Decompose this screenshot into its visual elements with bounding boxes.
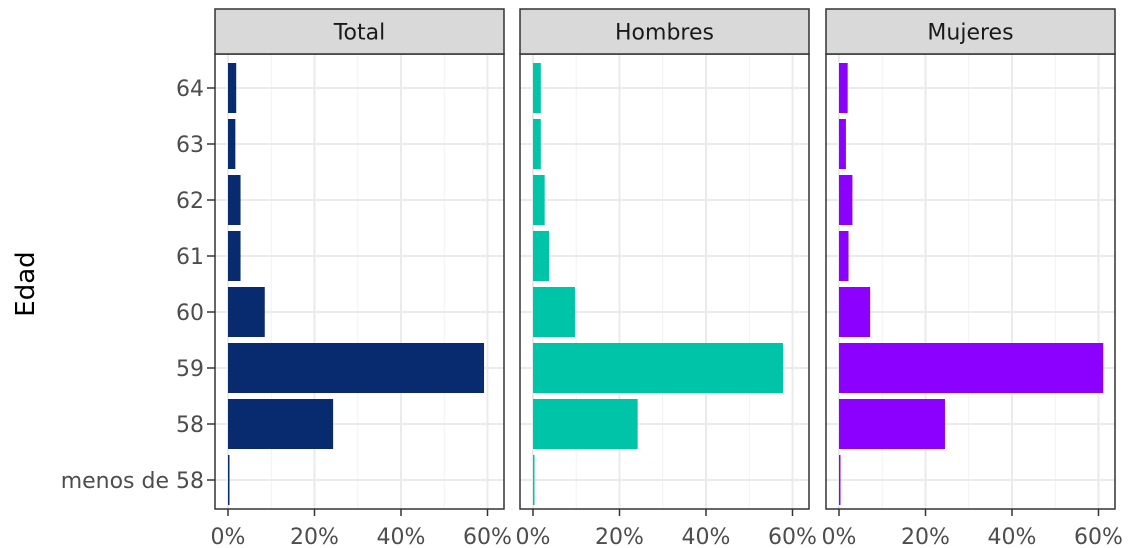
strip-header <box>825 8 1116 55</box>
bar-total-60 <box>228 287 265 337</box>
panel-mujeres: Mujeres 0% 20% 40% 60% <box>822 8 1123 548</box>
bar-hombres-59 <box>533 343 783 393</box>
strip-label: Total <box>333 21 385 46</box>
y-tick-label: 60 <box>176 301 204 326</box>
bar-mujeres-60 <box>839 287 871 337</box>
bar-total-63 <box>228 119 236 169</box>
strip-header <box>214 8 505 55</box>
bar-mujeres-58 <box>839 399 945 449</box>
bar-total-61 <box>228 231 241 281</box>
bar-mujeres-menos-de-58 <box>839 455 841 505</box>
y-tick-label: 63 <box>176 133 204 158</box>
panel-hombres: Hombres 0% 20% 40% 60% <box>516 8 817 548</box>
bar-total-58 <box>228 399 334 449</box>
x-tick-label: 20% <box>901 525 950 548</box>
bar-mujeres-64 <box>839 63 848 113</box>
bar-total-59 <box>228 343 485 393</box>
y-axis-title: Edad <box>11 251 41 316</box>
x-tick-label: 60% <box>463 525 512 548</box>
strip-label: Hombres <box>615 21 714 46</box>
x-tick-label: 60% <box>1074 525 1123 548</box>
panel-total: Total 0% 20% 40% 60% <box>211 8 512 548</box>
bar-total-64 <box>228 63 237 113</box>
x-tick-label: 0% <box>822 525 857 548</box>
bar-total-62 <box>228 175 241 225</box>
bar-total-menos-de-58 <box>228 455 230 505</box>
x-tick-label: 40% <box>377 525 426 548</box>
y-tick-label: 58 <box>176 413 204 438</box>
strip-label: Mujeres <box>927 21 1013 46</box>
bar-mujeres-63 <box>839 119 846 169</box>
bar-hombres-63 <box>533 119 541 169</box>
x-tick-label: 0% <box>516 525 551 548</box>
y-tick-label: 59 <box>176 357 204 382</box>
x-tick-label: 40% <box>682 525 731 548</box>
bar-hombres-62 <box>533 175 545 225</box>
bar-mujeres-61 <box>839 231 849 281</box>
y-tick-label: 62 <box>176 189 204 214</box>
bar-mujeres-62 <box>839 175 853 225</box>
x-tick-label: 20% <box>290 525 339 548</box>
bar-hombres-60 <box>533 287 575 337</box>
x-tick-label: 0% <box>211 525 246 548</box>
bar-hombres-61 <box>533 231 550 281</box>
y-tick-label: 64 <box>176 77 204 102</box>
bar-hombres-menos-de-58 <box>533 455 535 505</box>
x-tick-label: 60% <box>768 525 817 548</box>
x-tick-label: 40% <box>988 525 1037 548</box>
strip-header <box>519 8 810 55</box>
bar-hombres-58 <box>533 399 638 449</box>
y-tick-label: 61 <box>176 245 204 270</box>
x-tick-label: 20% <box>595 525 644 548</box>
bar-hombres-64 <box>533 63 541 113</box>
bar-mujeres-59 <box>839 343 1104 393</box>
y-tick-label: menos de 58 <box>61 469 204 494</box>
